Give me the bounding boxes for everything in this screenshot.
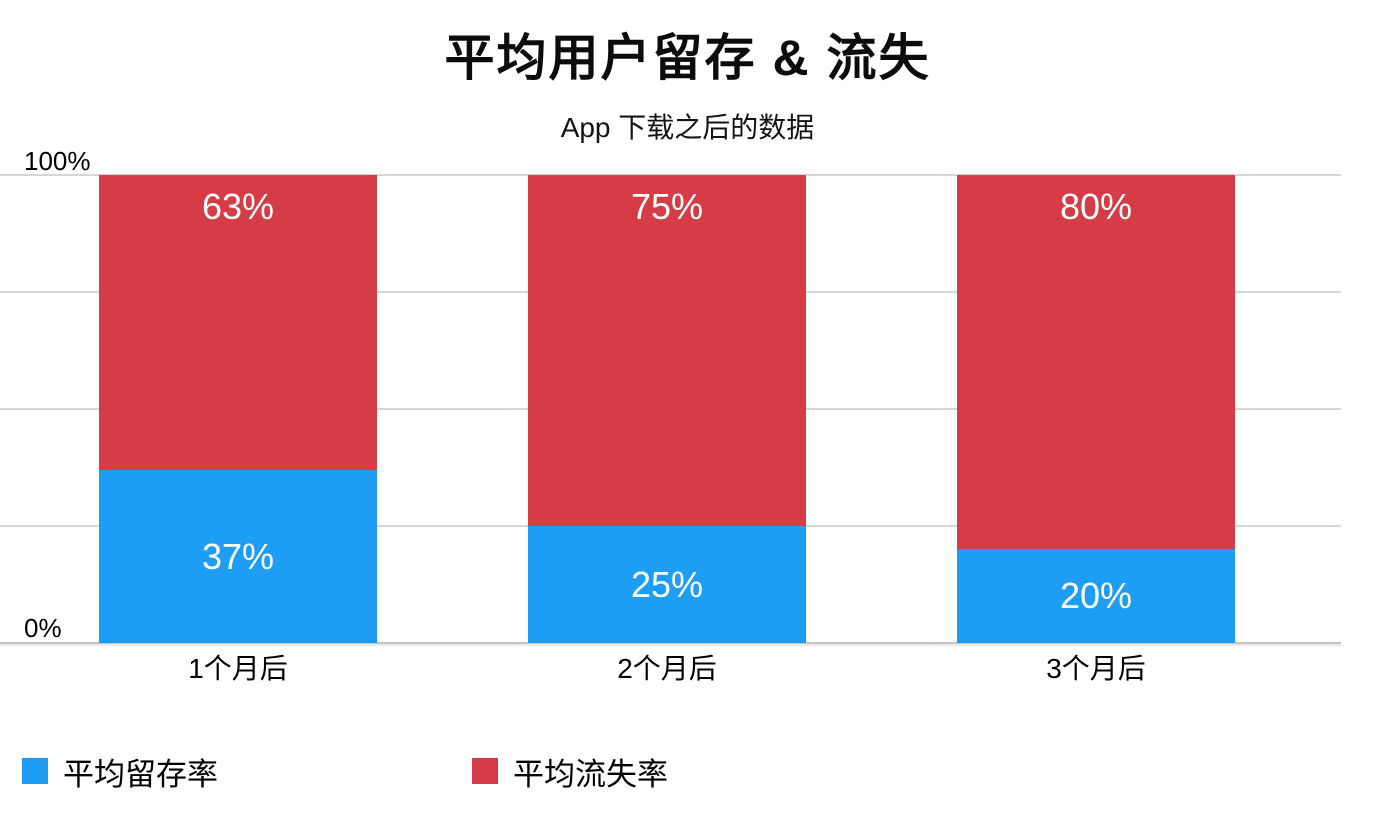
legend-label-churn: 平均流失率	[513, 756, 668, 792]
x-axis-label-2: 2个月后	[617, 653, 717, 684]
churn-data-label: 80%	[1059, 186, 1133, 227]
y-axis-label-max: 100%	[24, 146, 91, 176]
churn-data-label: 63%	[201, 186, 275, 227]
y-axis-label-min: 0%	[24, 613, 62, 643]
chart-subtitle: App 下载之后的数据	[560, 112, 815, 143]
retention-segment-2: 25%	[528, 526, 806, 643]
churn-segment-3: 80%	[957, 175, 1235, 549]
retention-segment-1: 37%	[99, 470, 377, 643]
churn-legend-swatch-icon	[472, 758, 498, 784]
x-axis-line	[0, 642, 1341, 644]
x-axis-label-3: 3个月后	[1046, 653, 1146, 684]
retention-legend-swatch-icon	[22, 758, 48, 784]
churn-segment-2: 75%	[528, 175, 806, 526]
x-axis-label-1: 1个月后	[188, 653, 288, 684]
churn-data-label: 75%	[630, 186, 704, 227]
retention-data-label: 37%	[201, 535, 275, 577]
churn-segment-1: 63%	[99, 175, 377, 470]
legend-item-churn: 平均流失率	[472, 755, 668, 792]
legend-item-retention: 平均留存率	[22, 755, 218, 792]
retention-segment-3: 20%	[957, 549, 1235, 643]
chart-title: 平均用户留存 & 流失	[444, 30, 931, 86]
retention-data-label: 20%	[1059, 575, 1133, 616]
legend-label-retention: 平均留存率	[63, 756, 218, 792]
retention-data-label: 25%	[630, 563, 704, 605]
